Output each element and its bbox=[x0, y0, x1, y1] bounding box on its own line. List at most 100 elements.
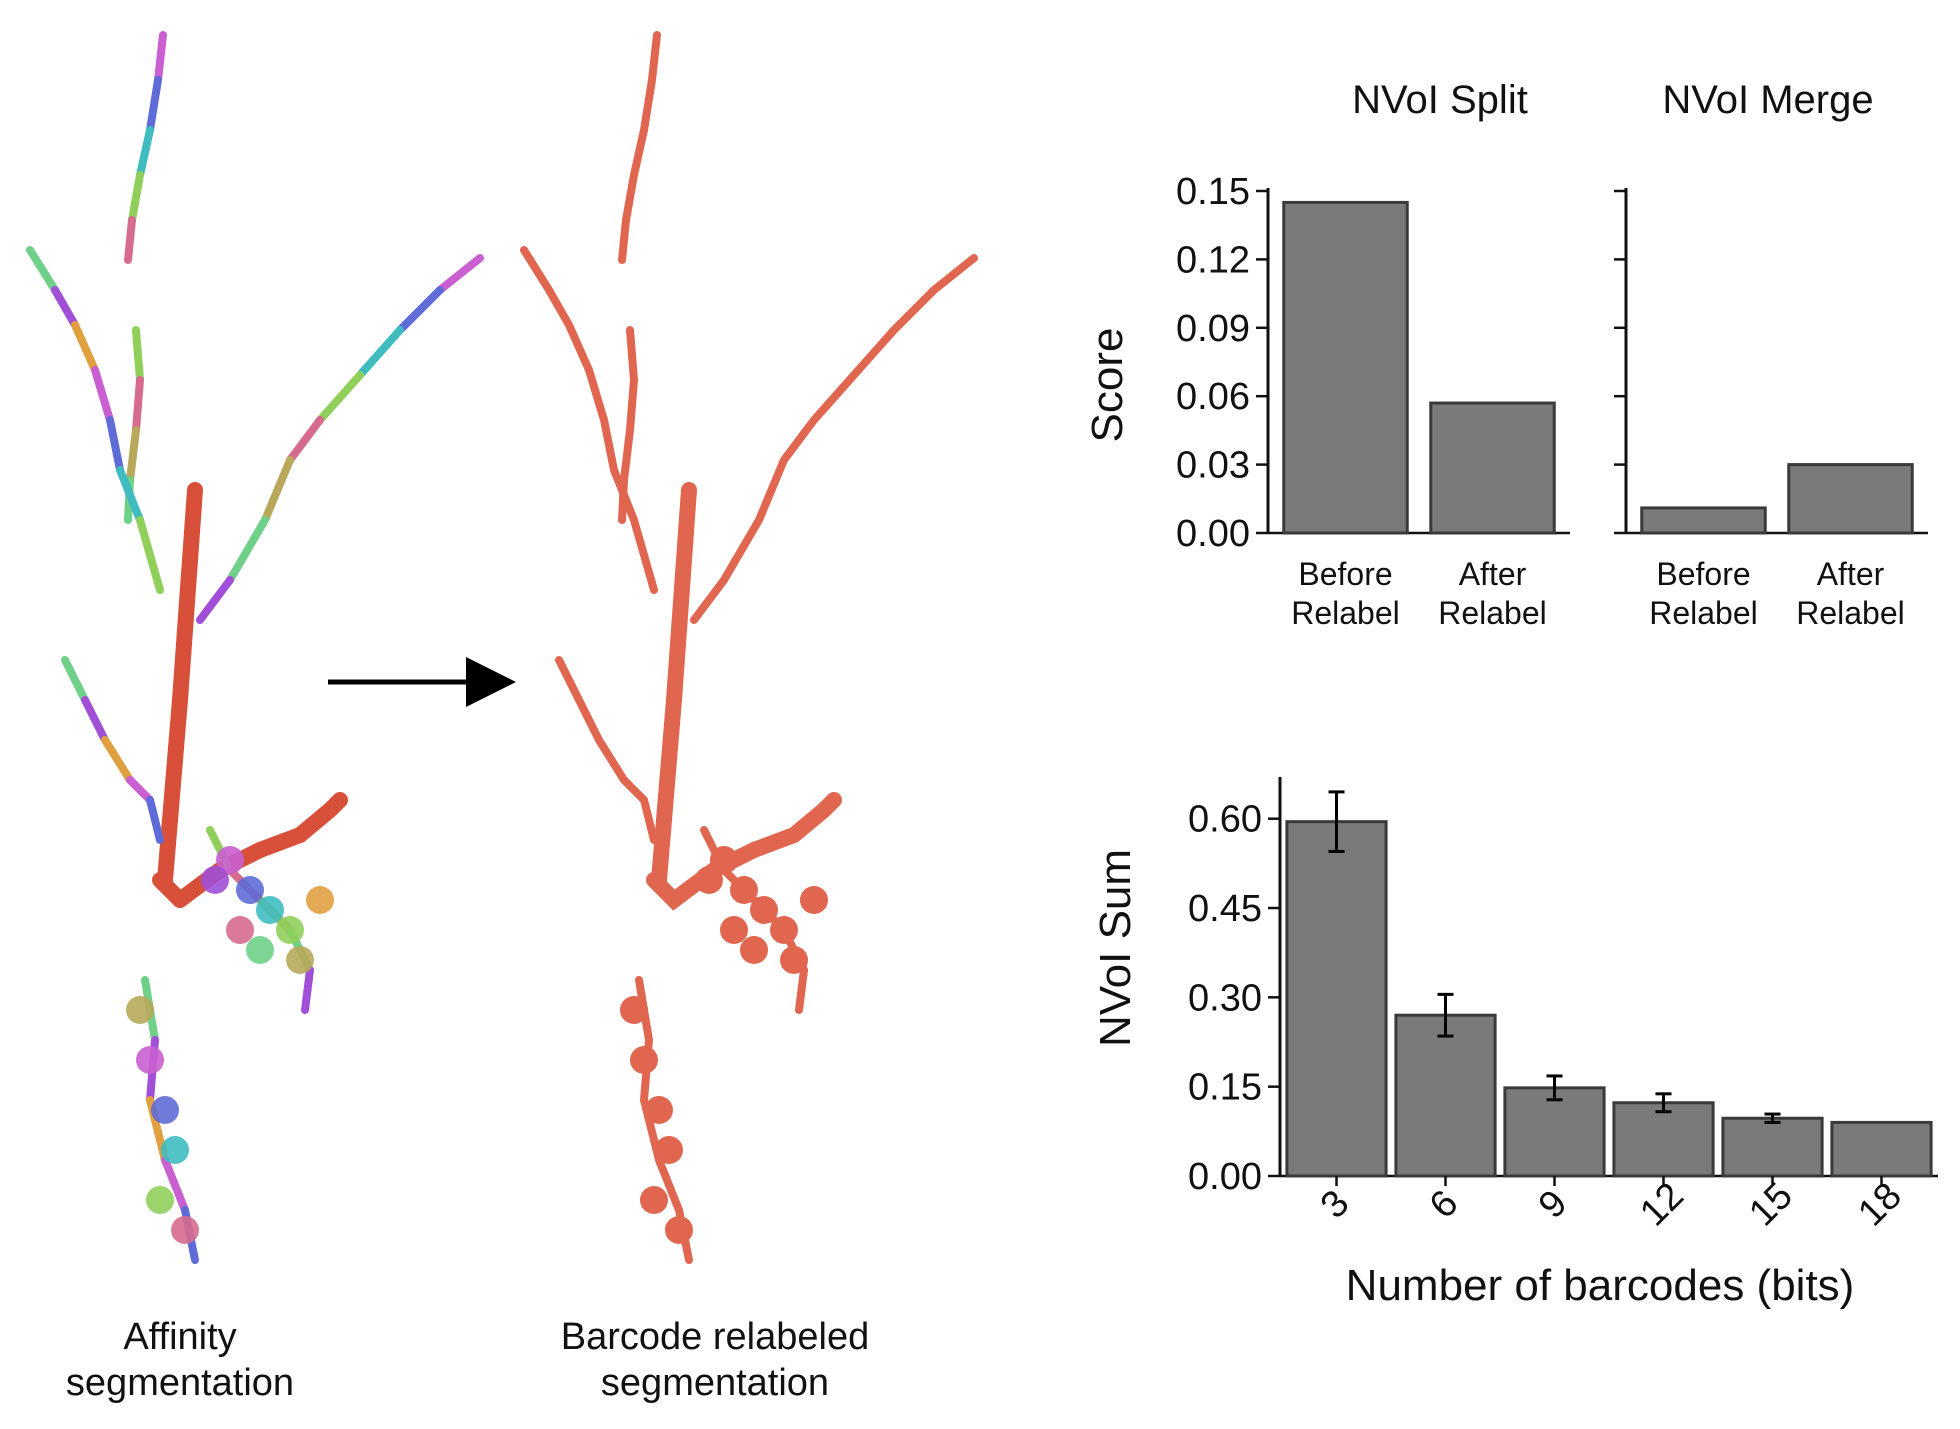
affinity-fragment bbox=[396, 286, 444, 334]
affinity-fragment bbox=[261, 456, 294, 524]
affinity-fragment bbox=[124, 216, 136, 264]
merge-y-ticks bbox=[1614, 189, 1626, 535]
relabeled-branch bbox=[651, 482, 697, 888]
x-tick-label: 12 bbox=[1632, 1175, 1692, 1235]
nvoi-split-chart: NVoI Split Score 0.00 0.03 0.06 0.09 0.12 0.1… bbox=[1083, 78, 1570, 631]
affinity-fragment bbox=[26, 246, 59, 294]
y-tick-label: 0.06 bbox=[1176, 376, 1250, 418]
affinity-blob bbox=[171, 1216, 199, 1244]
relabeled-branch bbox=[690, 254, 978, 624]
affinity-blob bbox=[161, 1136, 189, 1164]
y-tick-label: 0.30 bbox=[1188, 977, 1262, 1019]
relabeled-blob bbox=[630, 1046, 658, 1074]
affinity-fragment bbox=[177, 552, 198, 638]
x-tick-label: After bbox=[1459, 556, 1527, 592]
bar bbox=[1282, 200, 1409, 535]
affinity-fragment bbox=[51, 286, 79, 329]
affinity-blob bbox=[146, 1186, 174, 1214]
bar bbox=[1429, 401, 1556, 535]
affinity-caption-line2: segmentation bbox=[65, 1362, 295, 1404]
affinity-fragment bbox=[81, 696, 109, 744]
bar bbox=[1721, 1116, 1824, 1178]
split-bars bbox=[1282, 200, 1556, 535]
affinity-fragment bbox=[61, 656, 89, 704]
affinity-fragment bbox=[301, 966, 314, 1014]
affinity-blob bbox=[286, 946, 314, 974]
affinity-fragment bbox=[436, 254, 484, 294]
relabeled-blob bbox=[620, 996, 648, 1024]
y-tick-label: 0.60 bbox=[1188, 799, 1262, 841]
affinity-blob bbox=[151, 1096, 179, 1124]
affinity-fragment bbox=[146, 796, 164, 844]
affinity-fragment bbox=[136, 126, 154, 179]
nvoi-sum-axis-label: NVoI Sum bbox=[1091, 849, 1140, 1047]
bar bbox=[1394, 1013, 1497, 1178]
y-tick-label: 0.09 bbox=[1176, 308, 1250, 350]
affinity-blob bbox=[226, 916, 254, 944]
affinity-fragment bbox=[286, 416, 324, 464]
y-tick-label: 0.15 bbox=[1176, 171, 1250, 213]
x-tick-label: 9 bbox=[1531, 1182, 1576, 1227]
y-tick-label: 0.15 bbox=[1188, 1067, 1262, 1109]
affinity-fragment bbox=[157, 812, 178, 888]
error-bar bbox=[1764, 1112, 1781, 1124]
affinity-fragment bbox=[132, 376, 144, 434]
relabeled-blob bbox=[695, 866, 723, 894]
x-tick-label: Before bbox=[1298, 556, 1392, 592]
affinity-blob bbox=[126, 996, 154, 1024]
relabeled-blob bbox=[800, 886, 828, 914]
y-tick-label: 0.03 bbox=[1176, 445, 1250, 487]
affinity-fragment bbox=[132, 326, 144, 384]
affinity-segmentation-image bbox=[26, 31, 484, 1264]
nvoi-split-title: NVoI Split bbox=[1352, 78, 1528, 122]
affinity-blob bbox=[216, 846, 244, 874]
relabeled-blob bbox=[780, 946, 808, 974]
bar bbox=[1787, 463, 1914, 535]
affinity-fragment bbox=[226, 516, 269, 584]
relabeled-blob bbox=[710, 846, 738, 874]
affinity-fragment bbox=[126, 776, 154, 804]
barcode-caption-line2: segmentation bbox=[600, 1362, 830, 1404]
relabeled-blob bbox=[740, 936, 768, 964]
x-tick-label: Relabel bbox=[1649, 595, 1758, 631]
x-tick-label: Before bbox=[1656, 556, 1750, 592]
y-tick-label: 0.12 bbox=[1176, 239, 1250, 281]
barcode-relabeled-image bbox=[520, 31, 978, 1264]
affinity-fragment bbox=[167, 692, 188, 768]
affinity-blob bbox=[256, 896, 284, 924]
affinity-blob bbox=[306, 886, 334, 914]
affinity-fragment bbox=[128, 171, 144, 224]
score-axis-label: Score bbox=[1083, 328, 1132, 443]
relabeled-branch bbox=[618, 31, 661, 264]
affinity-fragment bbox=[162, 752, 183, 828]
relabeled-blob bbox=[750, 896, 778, 924]
affinity-fragment bbox=[136, 516, 164, 594]
bar bbox=[1830, 1120, 1933, 1178]
relabeled-blob bbox=[640, 1186, 668, 1214]
affinity-fragment bbox=[116, 466, 144, 524]
relabeled-branch bbox=[520, 246, 658, 594]
sum-error-bars bbox=[1328, 790, 1781, 1124]
x-tick-label: Relabel bbox=[1438, 595, 1547, 631]
barcodes-axis-label: Number of barcodes (bits) bbox=[1346, 1261, 1855, 1310]
sum-bars bbox=[1285, 820, 1933, 1178]
affinity-fragment bbox=[172, 622, 193, 708]
x-tick-label: 6 bbox=[1422, 1182, 1467, 1227]
affinity-blob bbox=[246, 936, 274, 964]
error-bar bbox=[1546, 1074, 1563, 1102]
affinity-fragment bbox=[101, 736, 134, 784]
relabeled-blob bbox=[720, 916, 748, 944]
y-tick-label: 0.45 bbox=[1188, 888, 1262, 930]
affinity-fragment bbox=[356, 326, 404, 379]
affinity-fragment bbox=[126, 426, 140, 484]
bar bbox=[1612, 1101, 1715, 1178]
nvoi-sum-chart: NVoI Sum 0.000.150.300.450.60 3 6 9 12 15 18 … bbox=[1091, 777, 1938, 1310]
affinity-blob bbox=[276, 916, 304, 944]
error-bar bbox=[1655, 1092, 1672, 1114]
affinity-blob bbox=[236, 876, 264, 904]
merge-bars bbox=[1640, 463, 1914, 535]
